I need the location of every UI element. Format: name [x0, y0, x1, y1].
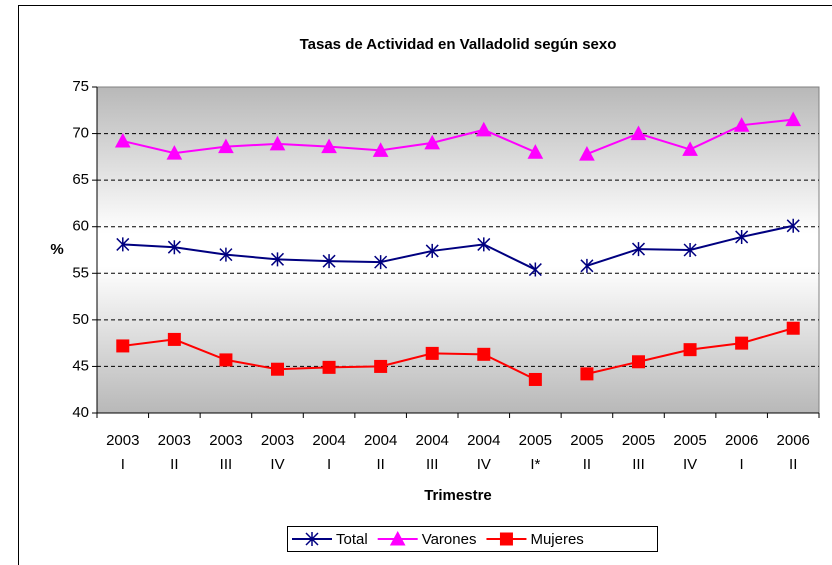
marker: [116, 339, 130, 353]
legend-label: Total: [336, 531, 368, 548]
marker: [372, 142, 389, 157]
x-tick-label: IV: [477, 456, 491, 473]
y-tick-label: 45: [72, 357, 89, 374]
x-tick-label: III: [632, 456, 645, 473]
marker: [786, 218, 800, 233]
marker: [167, 332, 181, 346]
marker: [389, 530, 406, 546]
marker: [683, 343, 697, 357]
marker: [477, 237, 491, 252]
marker: [374, 255, 388, 270]
x-tick-label: 2004: [467, 432, 500, 449]
marker: [683, 243, 697, 257]
legend-box: [287, 526, 658, 552]
y-tick-label: 70: [72, 125, 89, 142]
marker: [785, 111, 802, 127]
x-tick-label: 2006: [777, 432, 810, 449]
y-tick-label: 60: [72, 218, 89, 235]
marker: [424, 134, 441, 150]
marker: [786, 321, 800, 335]
x-tick-label: 2003: [209, 432, 242, 449]
x-tick-label: 2006: [725, 432, 758, 449]
x-tick-label: 2005: [570, 432, 603, 449]
marker: [477, 347, 491, 361]
x-tick-label: 2003: [158, 432, 191, 449]
x-tick-label: 2005: [673, 432, 706, 449]
x-tick-label: 2003: [106, 432, 139, 449]
x-tick-label: I: [121, 456, 125, 473]
x-tick-label: IV: [270, 456, 284, 473]
marker: [682, 141, 698, 156]
x-tick-label: III: [426, 456, 439, 473]
x-tick-label: I*: [530, 456, 540, 473]
marker: [735, 229, 749, 244]
plot-area: [96, 86, 820, 414]
y-tick-label: 65: [72, 171, 89, 188]
marker: [631, 242, 646, 257]
x-tick-label: II: [583, 456, 591, 473]
marker: [580, 258, 594, 273]
marker: [166, 145, 183, 160]
marker: [116, 237, 130, 252]
marker: [167, 240, 181, 255]
marker: [528, 262, 542, 277]
marker: [735, 336, 749, 350]
marker: [322, 254, 336, 269]
x-tick-label: II: [789, 456, 797, 473]
chart-title: Tasas de Actividad en Valladolid según s…: [300, 36, 617, 53]
marker: [322, 360, 336, 374]
marker: [579, 146, 595, 161]
marker: [425, 243, 439, 258]
x-tick-label: II: [170, 456, 178, 473]
legend-label: Varones: [422, 531, 477, 548]
marker: [733, 117, 750, 132]
legend-label: Mujeres: [530, 531, 583, 548]
marker: [425, 346, 439, 360]
marker: [219, 353, 233, 367]
x-tick-label: 2004: [364, 432, 397, 449]
x-axis-title: Trimestre: [424, 487, 492, 504]
marker: [475, 121, 492, 137]
x-tick-label: 2003: [261, 432, 294, 449]
marker: [499, 532, 513, 546]
marker: [632, 355, 645, 369]
x-tick-label: 2005: [622, 432, 655, 449]
x-tick-label: III: [220, 456, 233, 473]
marker: [374, 359, 388, 373]
marker: [218, 138, 234, 154]
x-tick-label: IV: [683, 456, 697, 473]
marker: [271, 362, 284, 376]
marker: [580, 367, 594, 381]
y-tick-label: 50: [72, 311, 89, 328]
marker: [305, 532, 319, 546]
y-tick-label: 40: [72, 404, 89, 421]
x-tick-label: 2004: [312, 432, 345, 449]
y-tick-label: 75: [72, 78, 89, 95]
x-tick-label: I: [327, 456, 331, 473]
marker: [114, 132, 131, 148]
marker: [630, 125, 647, 141]
y-tick-label: 55: [72, 264, 89, 281]
x-tick-label: II: [376, 456, 384, 473]
marker: [321, 138, 337, 154]
marker: [528, 372, 542, 386]
marker: [269, 135, 286, 151]
x-tick-label: 2004: [416, 432, 449, 449]
x-tick-label: I: [740, 456, 744, 473]
x-tick-label: 2005: [519, 432, 552, 449]
y-axis-title: %: [50, 241, 63, 258]
marker: [219, 247, 233, 262]
marker: [270, 252, 285, 267]
marker: [527, 144, 544, 159]
